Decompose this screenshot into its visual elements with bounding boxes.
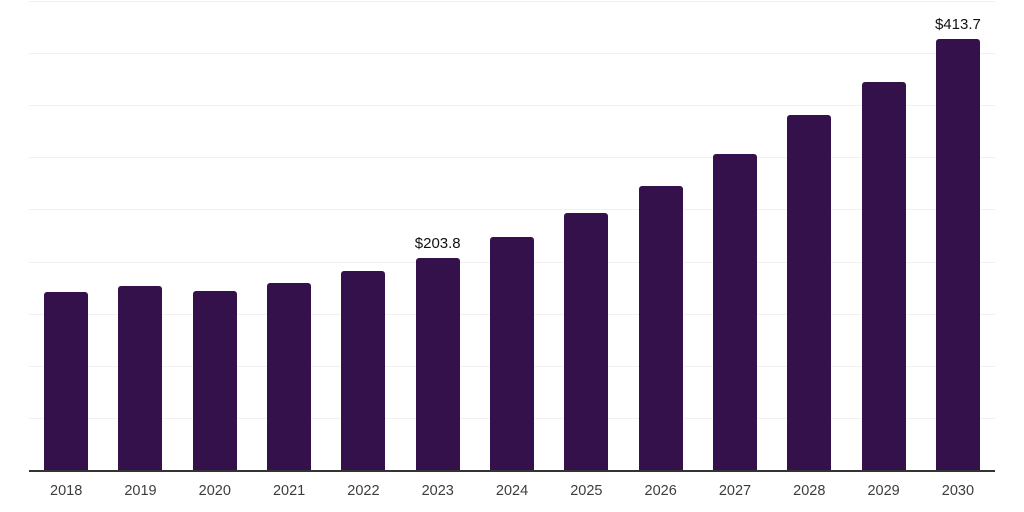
value-label-2030: $413.7 bbox=[934, 15, 981, 33]
bar-2018 bbox=[44, 292, 89, 470]
bar-2028 bbox=[787, 115, 832, 470]
bar-slot-2021 bbox=[252, 0, 326, 470]
bar-2020 bbox=[192, 290, 237, 470]
x-tick-label-2030: 2030 bbox=[941, 483, 975, 499]
bar-slot-2022 bbox=[326, 0, 400, 470]
bar-slot-2030: $413.7 bbox=[921, 0, 995, 470]
bar-2022 bbox=[341, 270, 386, 470]
gridline-250 bbox=[29, 209, 995, 211]
x-tick-label-2024: 2024 bbox=[495, 483, 529, 499]
gridline-350 bbox=[29, 105, 995, 107]
bar-2029 bbox=[861, 82, 906, 470]
bar-2025 bbox=[564, 212, 609, 470]
x-tick-label-2025: 2025 bbox=[570, 483, 603, 499]
x-tick-label-2022: 2022 bbox=[347, 483, 380, 499]
bars: $203.8 $413.7 bbox=[29, 0, 995, 470]
x-axis-labels: 2018 2019 2020 2021 2022 2023 2024 2025 2026 2027… bbox=[29, 483, 995, 500]
gridline-300 bbox=[29, 157, 995, 159]
bar-2024 bbox=[490, 236, 535, 470]
bar-2021 bbox=[267, 282, 312, 470]
x-axis-line bbox=[29, 470, 995, 472]
bar-2027 bbox=[712, 154, 757, 470]
bar-slot-2020 bbox=[178, 0, 252, 470]
x-tick-label-2020: 2020 bbox=[198, 483, 231, 499]
bar-slot-2027 bbox=[698, 0, 772, 470]
x-tick-label-2021: 2021 bbox=[272, 483, 306, 499]
x-tick-label-2028: 2028 bbox=[793, 483, 826, 499]
value-label-2023: $203.8 bbox=[414, 234, 461, 252]
bar-slot-2028 bbox=[772, 0, 846, 470]
bar-2030 bbox=[935, 38, 980, 470]
x-tick-label-2029: 2029 bbox=[867, 483, 900, 499]
bar-2026 bbox=[638, 185, 683, 470]
plot-area: $203.8 $413.7 bbox=[29, 0, 995, 470]
bar-slot-2029 bbox=[846, 0, 920, 470]
gridline-400 bbox=[29, 53, 995, 55]
x-tick-label-2018: 2018 bbox=[50, 483, 83, 499]
bar-slot-2026 bbox=[624, 0, 698, 470]
bar-slot-2024 bbox=[475, 0, 549, 470]
bar-slot-2019 bbox=[103, 0, 177, 470]
bar-slot-2025 bbox=[549, 0, 623, 470]
gridline-450 bbox=[29, 1, 995, 2]
x-tick-label-2027: 2027 bbox=[718, 483, 752, 499]
bar-2023 bbox=[415, 257, 460, 470]
bar-slot-2023: $203.8 bbox=[401, 0, 475, 470]
bar-2019 bbox=[118, 286, 163, 470]
bar-slot-2018 bbox=[29, 0, 103, 470]
x-tick-label-2023: 2023 bbox=[421, 483, 454, 499]
x-tick-label-2026: 2026 bbox=[644, 483, 677, 499]
x-tick-label-2019: 2019 bbox=[124, 483, 157, 499]
